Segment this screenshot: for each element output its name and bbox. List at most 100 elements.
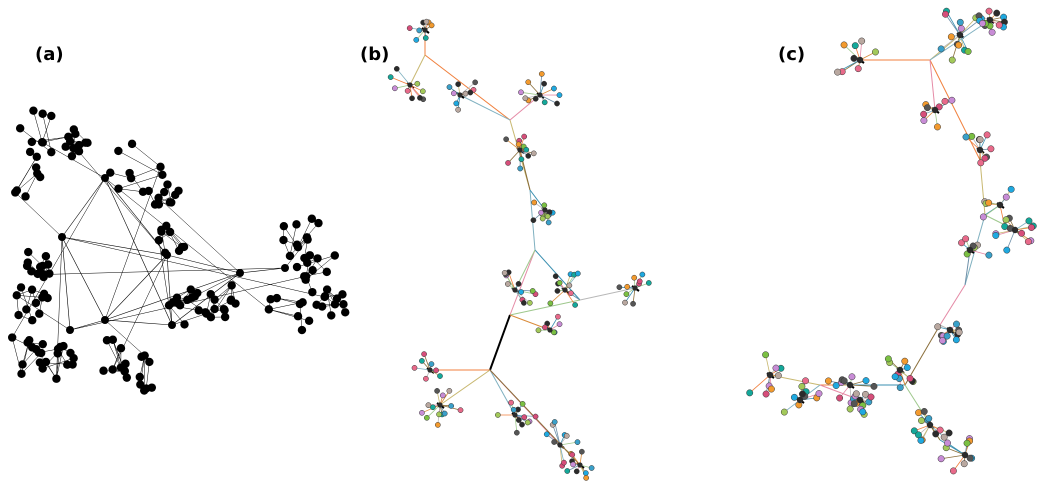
graph-edge — [527, 81, 541, 96]
graph-node — [556, 321, 563, 328]
graph-node — [992, 232, 1000, 239]
graph-node — [114, 184, 123, 193]
graph-node — [156, 162, 165, 172]
graph-edge — [42, 113, 52, 153]
graph-node — [503, 136, 509, 143]
graph-edge — [929, 59, 981, 161]
graph-node — [136, 380, 145, 389]
graph-node — [186, 285, 195, 294]
graph-node — [953, 320, 960, 328]
graph-node — [27, 137, 37, 147]
graph-node — [566, 282, 573, 289]
graph-node — [327, 311, 336, 320]
graph-node — [437, 373, 443, 379]
graph-edge — [624, 287, 636, 303]
graph-node — [462, 90, 469, 97]
graph-node — [555, 313, 561, 320]
graph-node — [962, 235, 970, 243]
graph-edge — [112, 339, 122, 368]
graph-edge — [904, 324, 941, 386]
graph-node — [413, 37, 420, 43]
graph-edge — [951, 34, 961, 61]
graph-node-hub — [632, 285, 638, 291]
network-graph-a — [7, 106, 350, 395]
graph-node-hub — [427, 367, 433, 373]
graph-node-hub — [766, 371, 774, 379]
graph-node — [859, 408, 867, 416]
graph-node — [541, 80, 547, 87]
graph-node-hub — [537, 92, 543, 98]
graph-node — [570, 461, 576, 468]
graph-node — [981, 154, 989, 162]
graph-node-hub — [437, 402, 443, 408]
graph-edge — [979, 159, 986, 216]
graph-node — [158, 170, 167, 179]
graph-node — [979, 213, 987, 221]
graph-node — [917, 436, 925, 444]
graph-node — [227, 281, 236, 290]
graph-node — [145, 357, 154, 367]
graph-node — [519, 421, 525, 428]
graph-node-hub — [236, 269, 244, 277]
graph-node — [815, 390, 823, 397]
graph-node — [453, 100, 460, 107]
graph-node-hub — [557, 442, 563, 448]
graph-node — [279, 235, 288, 245]
graph-node — [302, 233, 312, 242]
graph-edge — [554, 421, 561, 446]
graph-node — [317, 302, 327, 311]
graph-node — [941, 97, 949, 105]
graph-node — [162, 221, 171, 231]
graph-node — [61, 142, 70, 151]
graph-node — [867, 393, 875, 401]
graph-node — [526, 300, 533, 306]
graph-node — [135, 372, 144, 382]
graph-node — [850, 400, 858, 408]
graph-node — [22, 261, 32, 271]
graph-node — [574, 439, 581, 445]
graph-node — [569, 451, 576, 458]
graph-node — [120, 366, 129, 376]
graph-edge — [43, 267, 286, 275]
graph-node-hub — [168, 321, 176, 329]
graph-node — [918, 417, 925, 425]
graph-edge — [104, 319, 173, 326]
graph-node — [630, 300, 636, 307]
graph-node-hub — [996, 201, 1004, 209]
graph-edge — [459, 82, 476, 96]
graph-edge — [959, 17, 977, 36]
graph-node — [903, 364, 911, 372]
graph-node — [568, 290, 574, 297]
graph-node — [525, 79, 532, 85]
graph-node — [332, 294, 342, 303]
graph-node-hub — [856, 56, 864, 64]
panel-b: (b) — [350, 0, 690, 488]
graph-node — [425, 402, 432, 408]
graph-edge — [1006, 229, 1016, 251]
graph-edge — [505, 138, 521, 151]
graph-node — [532, 413, 539, 420]
graph-node — [455, 81, 461, 88]
graph-node — [436, 411, 442, 418]
graph-node — [519, 401, 526, 407]
graph-edge — [390, 76, 411, 86]
graph-node — [180, 320, 189, 329]
graph-edge — [939, 284, 966, 326]
graph-edge — [104, 254, 168, 321]
graph-node — [114, 146, 123, 156]
graph-edge — [459, 94, 511, 121]
graph-node — [774, 372, 782, 380]
graph-edge — [520, 91, 541, 96]
graph-node — [616, 284, 623, 291]
graph-node — [906, 375, 914, 382]
graph-node — [106, 168, 115, 177]
graph-node — [802, 377, 809, 385]
graph-node — [522, 95, 529, 102]
panel-a-label: (a) — [35, 44, 64, 65]
graph-edge — [106, 340, 122, 368]
graph-node — [901, 357, 909, 365]
graph-node — [531, 199, 538, 206]
graph-node — [862, 377, 870, 385]
graph-edge — [166, 254, 173, 326]
graph-node — [187, 293, 196, 303]
